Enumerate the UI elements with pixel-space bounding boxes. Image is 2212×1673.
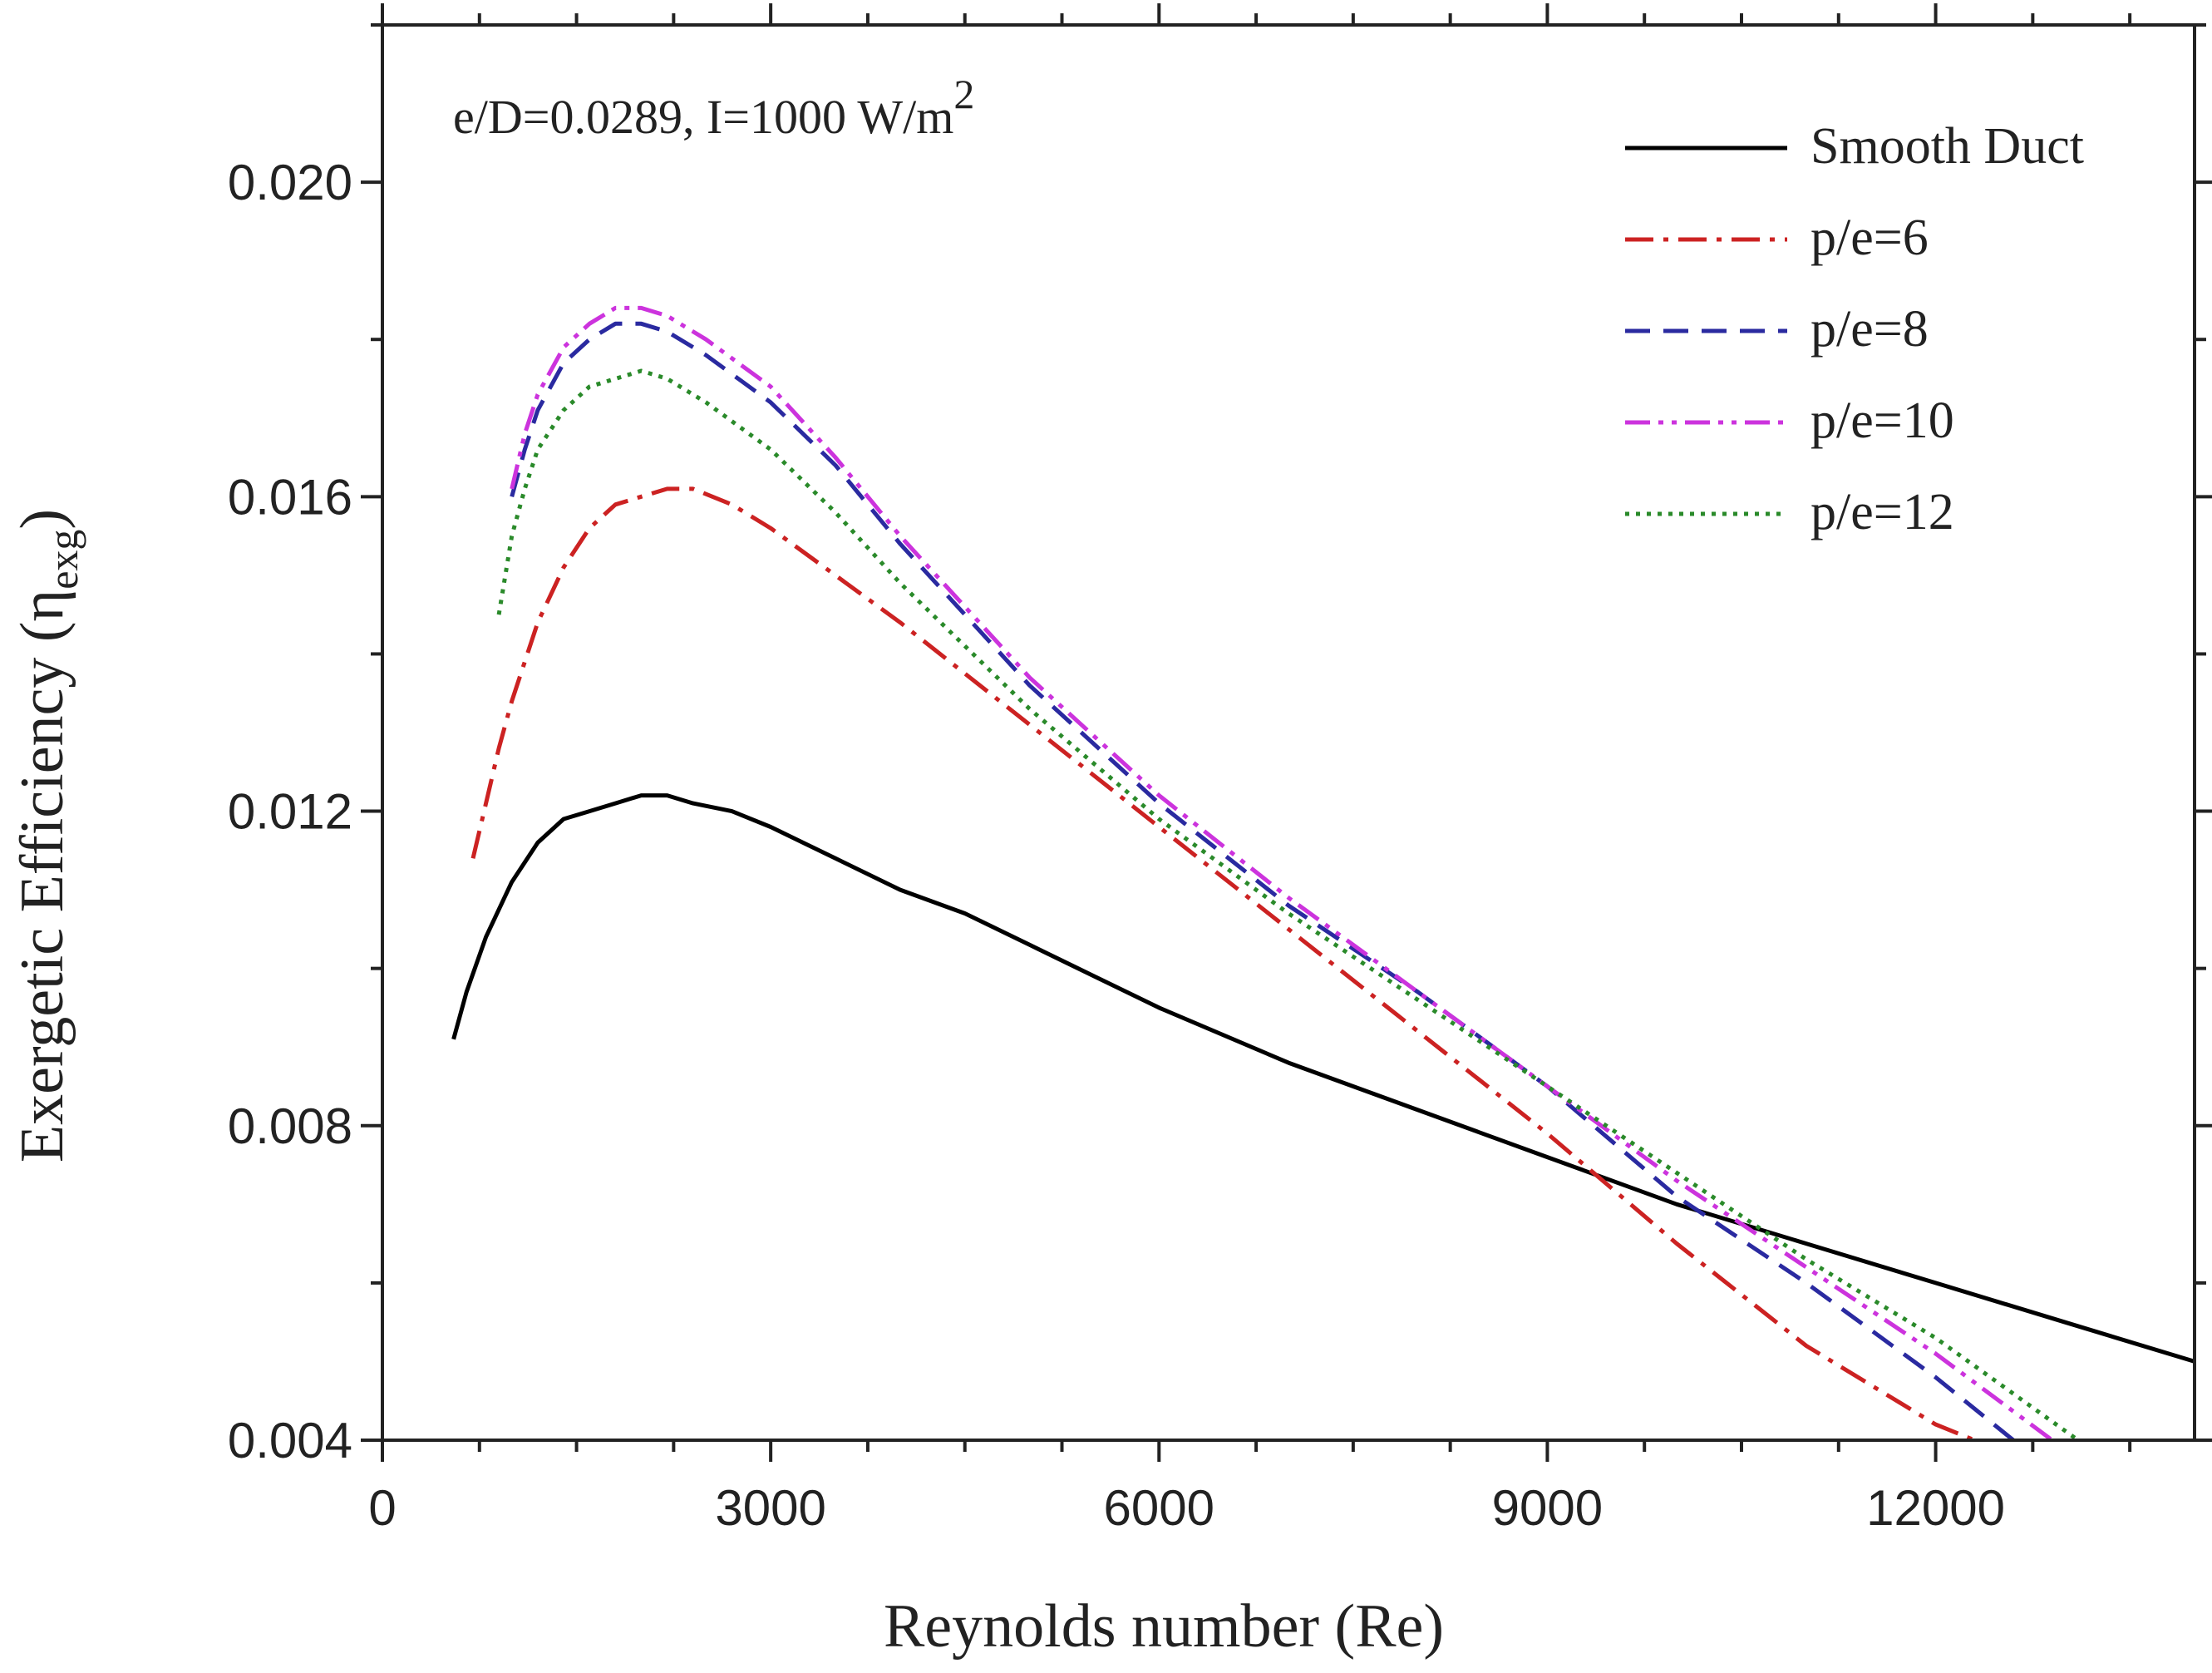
series-line-p-e-6 bbox=[470, 486, 1976, 1443]
y-axis-title: Exergetic Efficiency (ηexg) bbox=[8, 509, 86, 1162]
y-tick-label: 0.020 bbox=[228, 155, 352, 210]
legend-label: p/e=12 bbox=[1810, 484, 1954, 540]
condition-annotation: e/D=0.0289, I=1000 W/m2 bbox=[453, 71, 974, 144]
y-axis-title-sub: exg bbox=[40, 530, 86, 590]
x-tick-label: 6000 bbox=[1104, 1480, 1214, 1536]
plot-frame bbox=[381, 23, 2196, 1442]
series-line-p-e-8 bbox=[510, 321, 2015, 1442]
legend-label: p/e=6 bbox=[1810, 210, 1929, 266]
x-tick-label: 0 bbox=[368, 1480, 396, 1536]
legend-label: Smooth Duct bbox=[1810, 118, 2084, 175]
legend-label: p/e=10 bbox=[1810, 392, 1954, 449]
series-line-p-e-10 bbox=[510, 305, 2054, 1443]
y-axis-title-main: Exergetic Efficiency (η bbox=[8, 590, 76, 1162]
y-axis-title-close: ) bbox=[8, 509, 76, 530]
y-tick-label: 0.012 bbox=[228, 784, 352, 840]
annotation-superscript: 2 bbox=[953, 71, 974, 117]
tick-marks bbox=[361, 3, 2212, 1462]
y-tick-label: 0.004 bbox=[228, 1413, 352, 1468]
x-tick-label: 12000 bbox=[1866, 1480, 2005, 1536]
x-tick-label: 9000 bbox=[1492, 1480, 1603, 1536]
tick-labels: 0 3000 6000 9000 12000 0.004 0.008 0.012 0.016 0.… bbox=[228, 155, 2005, 1536]
y-tick-label: 0.016 bbox=[228, 469, 352, 525]
x-axis-title: Reynolds number (Re) bbox=[884, 1592, 1444, 1661]
annotation-main: e/D=0.0289, I=1000 W/m bbox=[453, 90, 953, 144]
series-line-smooth-duct bbox=[451, 793, 2195, 1364]
y-tick-label: 0.008 bbox=[228, 1098, 352, 1154]
x-tick-label: 3000 bbox=[715, 1480, 825, 1536]
series-lines bbox=[451, 305, 2195, 1443]
legend: Smooth Duct p/e=6 p/e=8 p/e=10 p/e=12 bbox=[1625, 118, 2084, 540]
legend-label: p/e=8 bbox=[1810, 301, 1929, 358]
